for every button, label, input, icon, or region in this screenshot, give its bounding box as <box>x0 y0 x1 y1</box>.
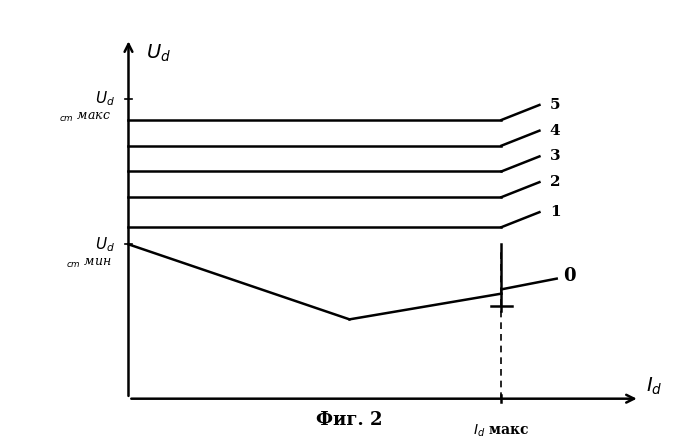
Text: 3: 3 <box>550 150 561 163</box>
Text: $I_d$: $I_d$ <box>647 375 663 396</box>
Text: 1: 1 <box>550 205 561 219</box>
Text: $U_d$: $U_d$ <box>94 235 115 254</box>
Text: $_{cm}$ макс: $_{cm}$ макс <box>59 111 111 124</box>
Text: 5: 5 <box>550 98 561 112</box>
Text: $U_d$: $U_d$ <box>146 43 171 64</box>
Text: Фиг. 2: Фиг. 2 <box>316 411 383 429</box>
Text: $_{cm}$ мин: $_{cm}$ мин <box>66 257 111 270</box>
Text: $U_d$: $U_d$ <box>94 89 115 108</box>
Text: $I_{d}$ макс: $I_{d}$ макс <box>473 422 530 439</box>
Text: 4: 4 <box>550 124 561 138</box>
Text: 0: 0 <box>563 267 576 286</box>
Text: 2: 2 <box>550 175 561 189</box>
